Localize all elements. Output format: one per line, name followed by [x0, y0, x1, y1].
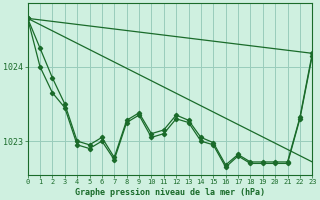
X-axis label: Graphe pression niveau de la mer (hPa): Graphe pression niveau de la mer (hPa) [75, 188, 265, 197]
